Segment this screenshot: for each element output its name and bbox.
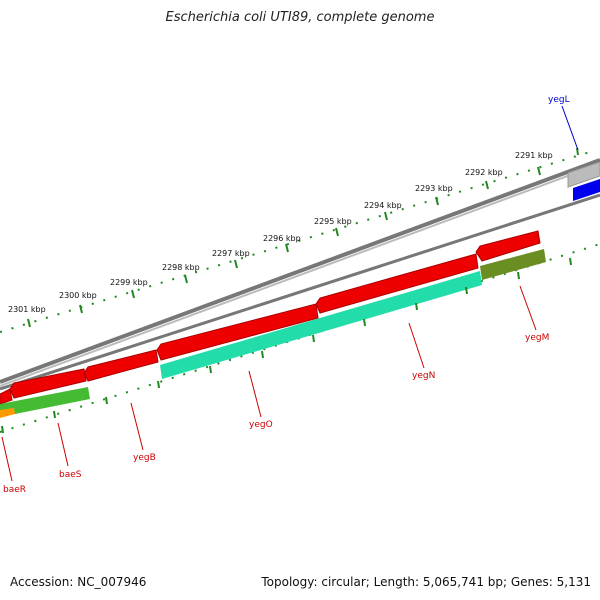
gene-label-yegN: yegN (412, 371, 435, 381)
tick-label: 2293 kbp (415, 184, 453, 193)
cog-bar-yegM (480, 249, 546, 280)
outer-major-ticks (27, 147, 579, 328)
accession-text: Accession: NC_007946 (10, 575, 147, 589)
cog-bar-yegN-yegO (160, 271, 482, 379)
label-leaders (1, 105, 579, 482)
cds-arrows (0, 230, 541, 405)
cds-arrow-yegM (475, 230, 541, 262)
cds-arrow-yegB (83, 349, 159, 382)
gene-label-baeR: baeR (3, 485, 26, 495)
gene-labels: yegL yegM yegN yegO yegB baeS baeR (3, 95, 570, 495)
cds-arrow-baeS (9, 368, 87, 399)
cog-bar-baeS-yegB (0, 387, 90, 417)
topology-text: Topology: circular; Length: 5,065,741 bp… (261, 575, 591, 589)
cog-bar-baeR (0, 408, 15, 418)
tick-labels: 2291 kbp 2292 kbp 2293 kbp 2294 kbp 2295… (8, 151, 553, 314)
tick-label: 2291 kbp (515, 151, 553, 160)
tick-label: 2292 kbp (465, 168, 503, 177)
tick-label: 2300 kbp (59, 291, 97, 300)
inner-major-ticks (1, 257, 572, 434)
gene-label-yegM: yegM (525, 333, 549, 343)
tick-label: 2294 kbp (364, 201, 402, 210)
tick-label: 2296 kbp (263, 234, 301, 243)
gene-label-yegL: yegL (548, 95, 570, 105)
cog-bars (0, 249, 546, 418)
cds-arrow-baeR (0, 388, 13, 405)
gene-label-yegO: yegO (249, 420, 273, 430)
gene-label-baeS: baeS (59, 470, 82, 480)
genome-backbone (0, 158, 600, 391)
cds-arrow-yegN (315, 253, 479, 314)
cds-arrow-yegO (156, 303, 319, 361)
tick-label: 2301 kbp (8, 305, 46, 314)
gene-yegL (567, 161, 600, 201)
gene-label-yegB: yegB (133, 453, 156, 463)
map-title: Escherichia coli UTI89, complete genome (165, 10, 435, 25)
tick-label: 2299 kbp (110, 278, 148, 287)
tick-label: 2295 kbp (314, 217, 352, 226)
tick-label: 2297 kbp (212, 249, 250, 258)
tick-label: 2298 kbp (162, 263, 200, 272)
